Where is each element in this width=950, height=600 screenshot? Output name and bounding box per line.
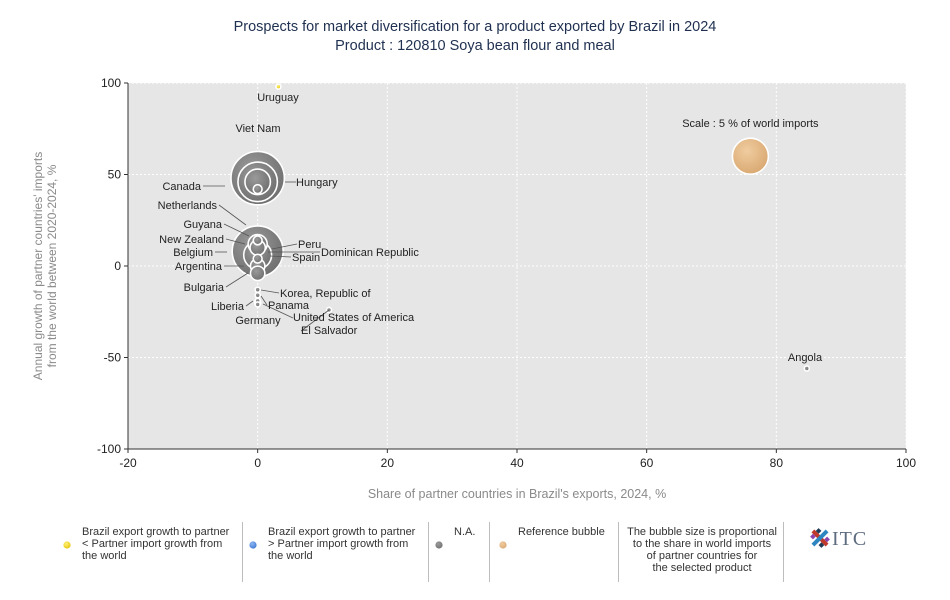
leader-line: [223, 223, 250, 237]
x-tick-label: 20: [381, 456, 395, 470]
label-guyana: Guyana: [183, 219, 222, 231]
label-peru: Peru: [298, 239, 321, 251]
legend-item-blue: Brazil export growth to partner > Partne…: [248, 522, 428, 582]
leader-line: [260, 289, 280, 294]
x-tick-label: 40: [510, 456, 524, 470]
label-leader-lines: [203, 181, 330, 332]
label-united-states-of-america: United States of America: [293, 312, 415, 324]
leader-line: [262, 303, 294, 319]
chart-title: Prospects for market diversification for…: [233, 19, 717, 35]
leader-line: [245, 300, 254, 307]
legend-line: Brazil export growth to partner: [82, 526, 230, 538]
note-line: the selected product: [652, 562, 752, 574]
reference-bubble: [731, 137, 770, 175]
legend-divider: [428, 522, 429, 582]
label-panama: Panama: [268, 300, 310, 312]
bubble-guyana: [252, 235, 263, 246]
label-netherlands: Netherlands: [158, 200, 218, 212]
legend-line: > Partner import growth from: [268, 538, 409, 550]
leader-line: [225, 238, 246, 245]
note-line: The bubble size is proportional: [627, 526, 777, 538]
y-axis-title-line2: from the world between 2020-2024, %: [45, 164, 59, 367]
leader-line: [269, 255, 292, 258]
label-hungary: Hungary: [296, 177, 338, 189]
bubble-uruguay: [275, 83, 282, 90]
label-argentina: Argentina: [175, 261, 223, 273]
legend-label-na: N.A.: [454, 526, 475, 538]
y-tick-label: 0: [114, 259, 121, 273]
legend-line: N.A.: [454, 526, 476, 538]
x-tick-label: 100: [896, 456, 916, 470]
bubble-angola: [803, 365, 811, 372]
bubbles: Scale : 5 % of world imports: [230, 83, 819, 372]
itc-logo-text: ITC: [832, 528, 868, 550]
leader-line: [271, 243, 298, 250]
y-axis-title-line1: Annual growth of partner countries' impo…: [31, 152, 45, 380]
legend-item-yellow: Brazil export growth to partner < Partne…: [62, 522, 242, 582]
legend-divider: [618, 522, 619, 582]
x-tick-label: -20: [119, 456, 137, 470]
legend-item-na: N.A.: [434, 522, 489, 582]
leader-line: [218, 204, 247, 226]
legend-divider: [242, 522, 243, 582]
y-tick-label: -50: [104, 351, 122, 365]
legend-divider: [783, 522, 784, 582]
legend-label-yellow: Brazil export growth to partner < Partne…: [82, 526, 229, 562]
legend-label-blue: Brazil export growth to partner > Partne…: [268, 526, 415, 562]
legend-label-reference: Reference bubble: [518, 526, 605, 538]
bubble-bulgaria: [249, 265, 266, 282]
leader-line: [225, 272, 249, 288]
itc-logo-icon: [810, 528, 830, 548]
bubble-netherlands: [252, 183, 263, 195]
legend-divider: [489, 522, 490, 582]
leader-line: [300, 309, 330, 332]
label-spain: Spain: [292, 252, 320, 264]
yellow-bubble-icon: [62, 540, 72, 550]
label-germany: Germany: [235, 315, 281, 327]
x-axis-title: Share of partner countries in Brazil's e…: [368, 487, 666, 501]
label-viet-nam: Viet Nam: [235, 123, 280, 135]
label-el-salvador: El Salvador: [301, 325, 358, 337]
y-tick-label: 100: [101, 76, 121, 90]
reference-bubble-icon: [498, 540, 508, 550]
label-bulgaria: Bulgaria: [184, 282, 225, 294]
y-tick-label: 50: [108, 168, 122, 182]
reference-bubble-label: Scale : 5 % of world imports: [682, 118, 819, 130]
note-line: to the share in world imports: [632, 538, 772, 550]
label-korea-republic-of: Korea, Republic of: [280, 288, 371, 300]
bubble-dominican-republic: [252, 253, 263, 264]
y-tick-label: -100: [97, 442, 121, 456]
label-belgium: Belgium: [173, 247, 213, 259]
blue-bubble-icon: [248, 540, 258, 550]
x-tick-label: 80: [770, 456, 784, 470]
legend-note: The bubble size is proportional to the s…: [622, 522, 782, 582]
chart-subtitle: Product : 120810 Soya bean flour and mea…: [335, 38, 615, 54]
label-uruguay: Uruguay: [257, 92, 299, 104]
legend-line: the world: [82, 550, 127, 562]
legend-item-reference: Reference bubble: [498, 522, 618, 582]
bubble-united-states-of-america: [254, 301, 261, 308]
x-tick-label: 60: [640, 456, 654, 470]
grey-bubble-icon: [434, 540, 444, 550]
legend-line: Reference bubble: [518, 526, 605, 538]
label-angola: Angola: [788, 352, 823, 364]
leader-line: [260, 295, 268, 306]
bubble-canada: [244, 168, 272, 196]
bubble-korea-republic-of: [254, 286, 262, 294]
label-new-zealand: New Zealand: [159, 234, 224, 246]
note-line: of partner countries for: [646, 550, 758, 562]
point-labels: Uruguay Viet Nam Hungary Canada Netherlands G…: [158, 92, 823, 364]
label-canada: Canada: [162, 181, 201, 193]
label-liberia: Liberia: [211, 301, 245, 313]
x-tick-label: 0: [254, 456, 261, 470]
label-dominican-republic: Dominican Republic: [321, 247, 419, 259]
axes: -20 0 20 40 60 80 100 -100 -50 0 50 100: [97, 76, 916, 470]
legend-line: < Partner import growth from: [82, 538, 223, 550]
bubble-panama: [254, 291, 262, 299]
legend-line: Brazil export growth to partner: [268, 526, 416, 538]
bubble-size-note: The bubble size is proportional to the s…: [622, 526, 782, 574]
legend-line: the world: [268, 550, 313, 562]
